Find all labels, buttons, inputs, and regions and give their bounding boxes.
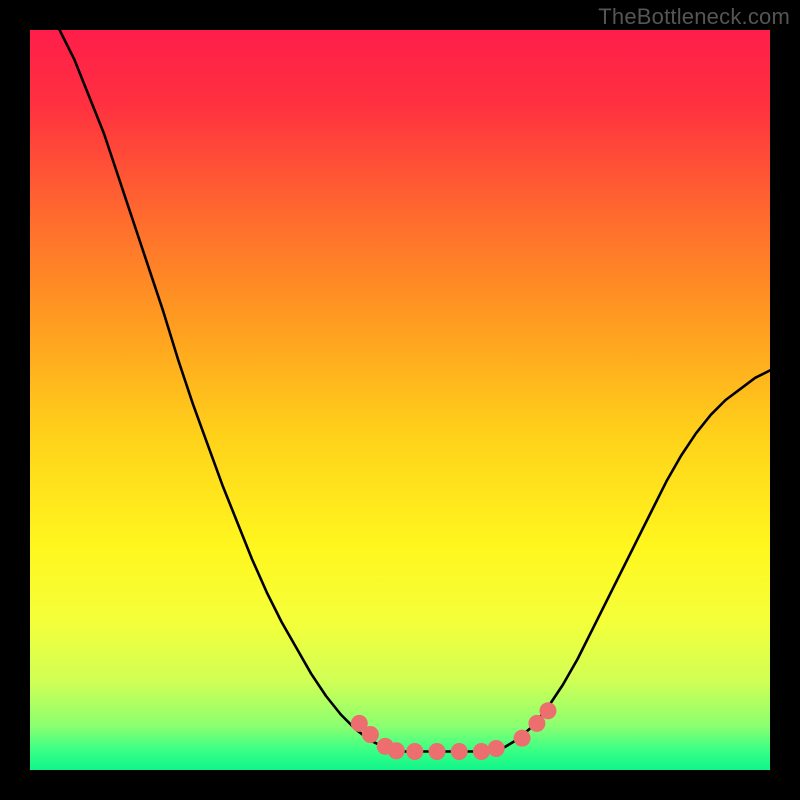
chart-svg [0, 0, 800, 800]
curve-marker [406, 743, 423, 760]
watermark-text: TheBottleneck.com [598, 4, 790, 30]
curve-marker [488, 740, 505, 757]
curve-marker [540, 702, 557, 719]
curve-marker [362, 726, 379, 743]
curve-marker [451, 743, 468, 760]
curve-marker [473, 743, 490, 760]
curve-marker [388, 742, 405, 759]
curve-marker [514, 730, 531, 747]
chart-frame: TheBottleneck.com [0, 0, 800, 800]
curve-marker [429, 743, 446, 760]
gradient-background [30, 30, 770, 770]
